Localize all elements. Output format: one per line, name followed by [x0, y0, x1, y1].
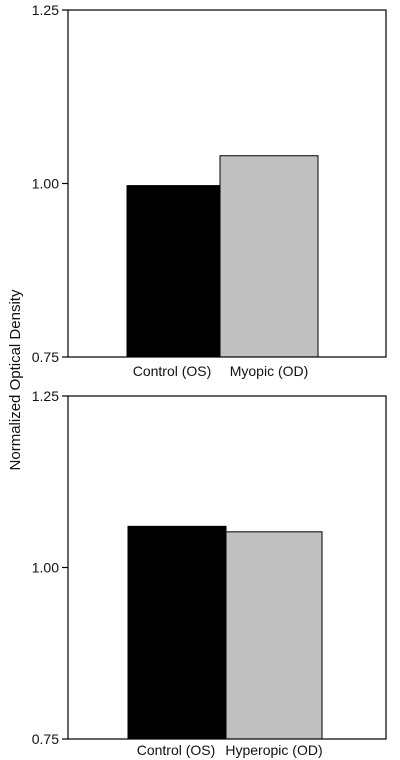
y-tick-label: 0.75 — [32, 731, 59, 747]
y-tick-label: 1.25 — [32, 388, 59, 404]
category-label-myopic: Myopic (OD) — [230, 363, 309, 379]
y-tick-label: 1.25 — [32, 2, 59, 18]
bar-treated — [219, 155, 319, 358]
chart-panel-hyperopic: Control (OS) Hyperopic (OD) 0.75 1.00 1.25 — [32, 388, 387, 758]
y-tick-label: 1.00 — [32, 560, 59, 576]
bar-control — [127, 525, 227, 740]
bar-control — [126, 185, 221, 358]
category-label-control: Control (OS) — [137, 742, 216, 758]
category-label-control: Control (OS) — [133, 363, 212, 379]
bar-treated — [225, 531, 323, 740]
chart-panel-myopic: Control (OS) Myopic (OD) 0.75 1.00 1.25 — [32, 2, 387, 379]
y-tick-label: 0.75 — [32, 349, 59, 365]
category-label-hyperopic: Hyperopic (OD) — [225, 742, 322, 758]
y-tick-label: 1.00 — [32, 176, 59, 192]
y-axis-title: Normalized Optical Density — [7, 289, 24, 470]
